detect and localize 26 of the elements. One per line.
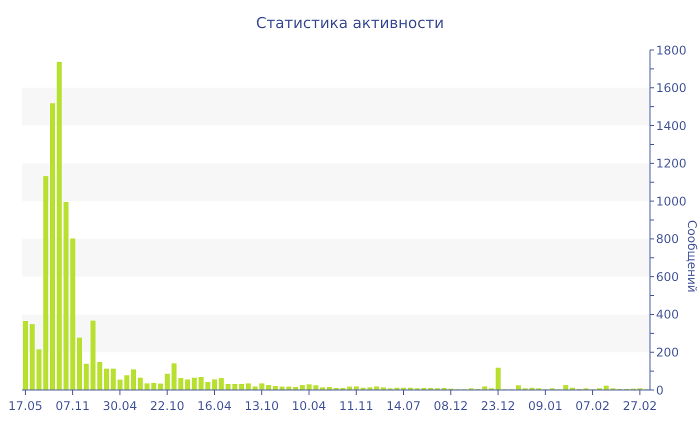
y-tick-label: 1800 [656,43,687,58]
x-tick-label: 07.02 [575,399,610,413]
x-tick-label: 30.04 [102,399,138,413]
x-tick-label: 11.11 [339,399,374,413]
x-tick-label: 16.04 [197,399,232,413]
y-tick-label: 1000 [656,194,687,208]
x-tick-label: 17.05 [8,399,43,413]
x-tick-label: 13.10 [244,399,279,413]
x-tick-label: 14.07 [386,399,421,413]
x-tick-label: 10.04 [292,399,326,413]
y-tick-label: 0 [656,383,664,398]
x-tick-label: 08.12 [434,399,468,413]
y-tick-label: 600 [656,270,679,284]
x-tick-label: 09.01 [528,399,563,413]
y-tick-label: 1200 [656,156,687,171]
y-tick-label: 1600 [656,81,687,96]
y-tick-label: 400 [656,308,679,322]
y-axis-title: Сообщений [684,220,699,293]
x-tick-label: 23.12 [480,399,516,413]
x-tick-label: 27.02 [622,399,658,413]
y-tick-label: 800 [656,232,679,246]
y-tick-label: 200 [656,345,679,360]
chart-title: Статистика активности [255,14,445,32]
y-tick-label: 1400 [656,118,687,133]
x-tick-label: 07.11 [55,399,90,413]
x-tick-label: 22.10 [150,399,184,413]
